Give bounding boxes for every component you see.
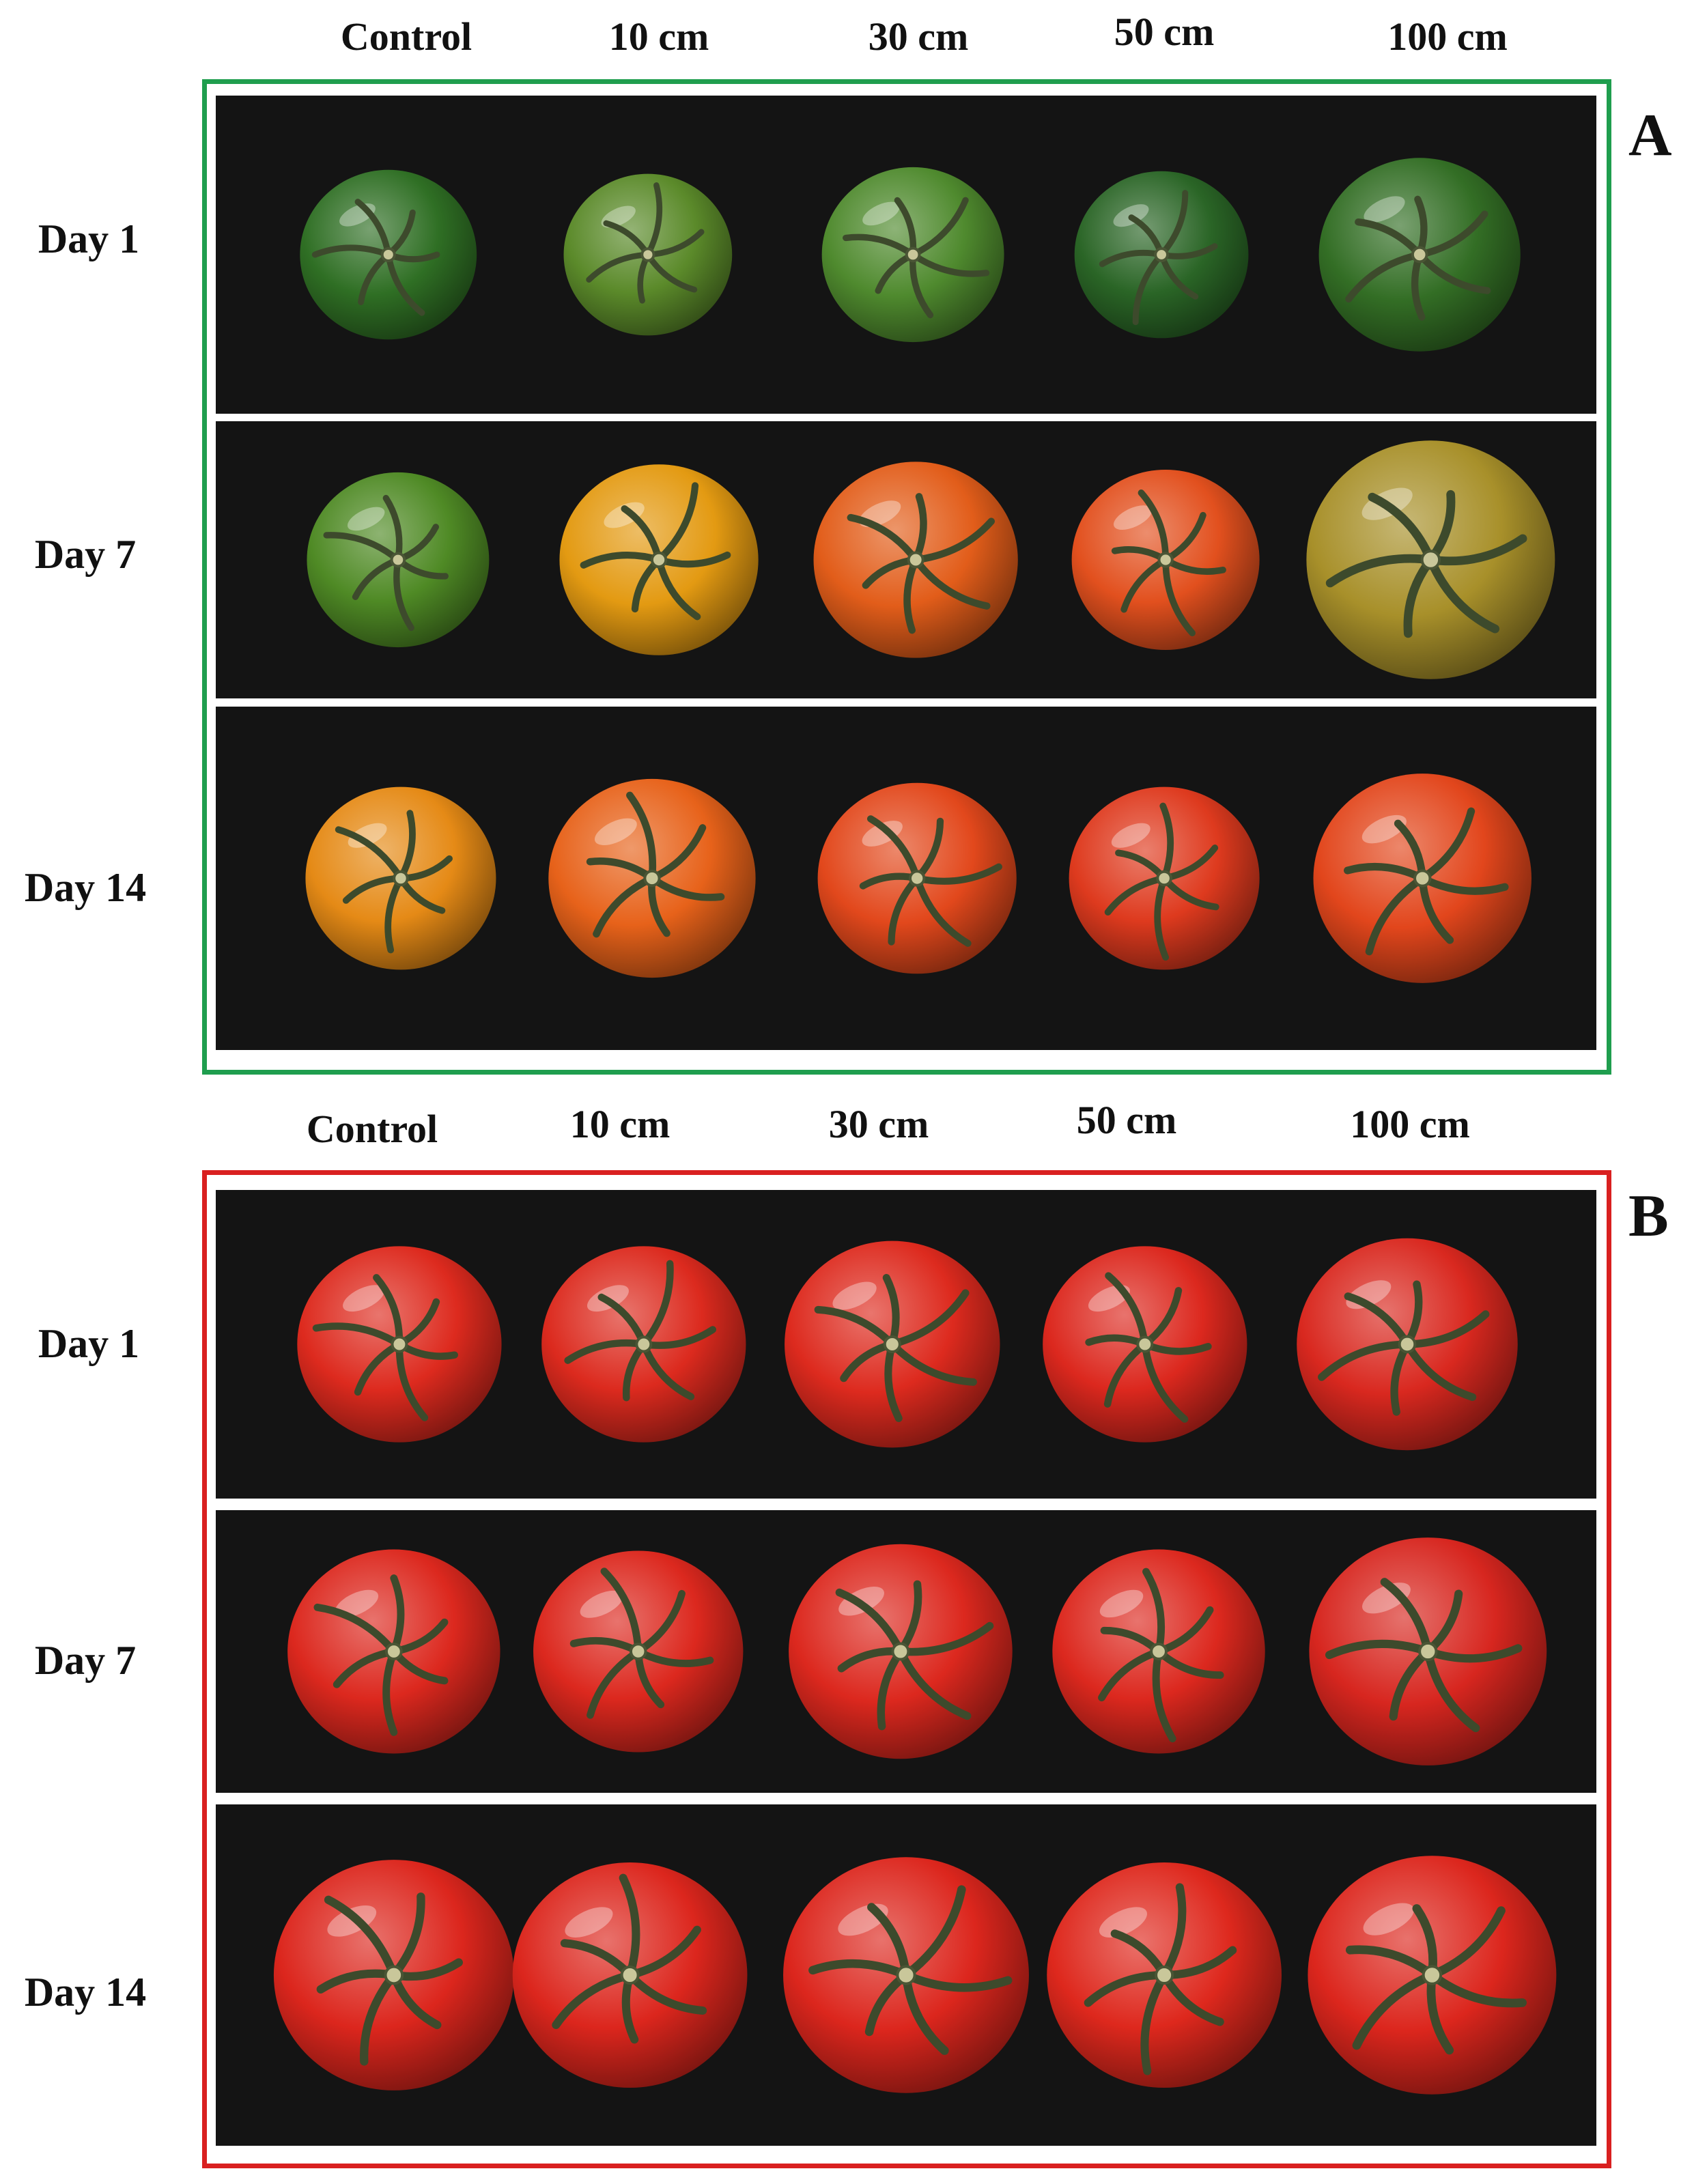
tomato-icon — [1043, 1246, 1247, 1443]
calyx-icon — [1325, 1578, 1523, 1733]
calyx-icon — [808, 1885, 1013, 2055]
calyx-icon — [564, 1260, 717, 1402]
calyx-icon — [586, 182, 705, 304]
panel-a-col-label-10cm: 10 cm — [608, 14, 709, 59]
tomato-icon — [307, 472, 490, 648]
tomato-icon — [1297, 1238, 1518, 1451]
tomato-icon — [305, 786, 496, 970]
tomato-icon — [287, 1549, 500, 1754]
panel-b-frame — [202, 1170, 1611, 2168]
calyx-icon — [311, 199, 440, 316]
tomato-icon — [559, 464, 759, 655]
panel-a-col-label-30cm: 30 cm — [868, 14, 969, 59]
tomato-icon — [300, 169, 477, 340]
calyx-icon — [312, 1274, 458, 1421]
tomato-icon — [1071, 470, 1260, 650]
tomato-icon — [1047, 1862, 1282, 2088]
calyx-icon — [1111, 489, 1226, 637]
calyx-icon — [859, 815, 1002, 947]
tomato-icon — [297, 1246, 502, 1443]
panel-a-photo-day7 — [216, 421, 1596, 698]
panel-a-row-label-day7: Day 7 — [34, 532, 137, 577]
calyx-icon — [1099, 190, 1218, 326]
tomato-icon — [1306, 440, 1555, 679]
tomato-icon — [1309, 1537, 1547, 1765]
tomato-photo — [300, 158, 1521, 352]
tomato-photo — [305, 774, 1531, 983]
panel-a-photo-day14 — [216, 707, 1596, 1050]
tomato-icon — [533, 1550, 744, 1753]
tomato-icon — [785, 1240, 1000, 1448]
tomato-icon — [512, 1862, 748, 2088]
panel-b-photo-day1 — [216, 1190, 1596, 1499]
calyx-icon — [1317, 1280, 1490, 1416]
calyx-icon — [1325, 490, 1527, 638]
tomato-icon — [1313, 774, 1531, 983]
panel-b-letter: B — [1628, 1183, 1669, 1249]
tomato-icon — [783, 1857, 1029, 2093]
panel-a-row-label-day1: Day 1 — [38, 216, 140, 261]
calyx-icon — [835, 1580, 994, 1731]
panel-b-photo-day7 — [216, 1510, 1596, 1793]
panel-a-row-label-day14: Day 14 — [24, 865, 147, 910]
panel-b-row-label-day1: Day 1 — [38, 1321, 140, 1366]
calyx-icon — [580, 482, 731, 621]
calyx-icon — [1104, 802, 1219, 961]
tomato-icon — [1308, 1856, 1557, 2095]
panel-a-col-label-50cm: 50 cm — [1114, 10, 1215, 54]
tomato-icon — [541, 1246, 746, 1443]
tomato-photo — [273, 1856, 1557, 2095]
calyx-icon — [313, 1574, 449, 1736]
calyx-icon — [847, 493, 996, 634]
calyx-icon — [1344, 807, 1509, 956]
calyx-icon — [1085, 1272, 1212, 1423]
tomato-icon — [1318, 158, 1521, 352]
tomato-icon — [817, 782, 1017, 974]
tomato-icon — [1052, 1549, 1265, 1754]
calyx-icon — [335, 810, 453, 954]
panel-a-letter: A — [1628, 102, 1672, 169]
calyx-icon — [1098, 1568, 1224, 1743]
calyx-icon — [586, 791, 725, 938]
calyx-icon — [552, 1873, 707, 2044]
tomato-icon — [548, 778, 756, 978]
tomato-icon — [1069, 786, 1260, 970]
calyx-icon — [316, 1892, 463, 2066]
calyx-icon — [843, 197, 990, 319]
panel-b-col-label-100cm: 100 cm — [1350, 1102, 1470, 1146]
tomato-icon — [1074, 171, 1249, 339]
panel-b-col-label-30cm: 30 cm — [828, 1102, 929, 1146]
panel-b-row-label-day7: Day 7 — [34, 1638, 137, 1683]
tomato-icon — [563, 173, 733, 336]
panel-b-row-label-day14: Day 14 — [24, 1970, 147, 2015]
panel-a-frame — [202, 79, 1611, 1075]
calyx-icon — [323, 494, 449, 632]
tomato-icon — [821, 167, 1004, 343]
panel-a-photo-day1 — [216, 96, 1596, 414]
panel-b-col-label-50cm: 50 cm — [1076, 1098, 1177, 1142]
tomato-photo — [287, 1537, 1547, 1765]
panel-b-col-label-control: Control — [306, 1107, 438, 1151]
tomato-icon — [789, 1544, 1013, 1759]
tomato-icon — [813, 462, 1018, 658]
calyx-icon — [814, 1274, 977, 1422]
calyx-icon — [1084, 1883, 1237, 2075]
panel-a-col-label-100cm: 100 cm — [1387, 14, 1508, 59]
panel-b-col-label-10cm: 10 cm — [569, 1102, 670, 1146]
calyx-icon — [1345, 195, 1491, 321]
tomato-icon — [273, 1860, 514, 2090]
calyx-icon — [1345, 1904, 1527, 2055]
panel-a-col-label-control: Control — [340, 14, 472, 59]
tomato-photo — [297, 1238, 1518, 1451]
tomato-photo — [307, 440, 1555, 679]
panel-b-photo-day14 — [216, 1804, 1596, 2146]
calyx-icon — [569, 1568, 714, 1719]
